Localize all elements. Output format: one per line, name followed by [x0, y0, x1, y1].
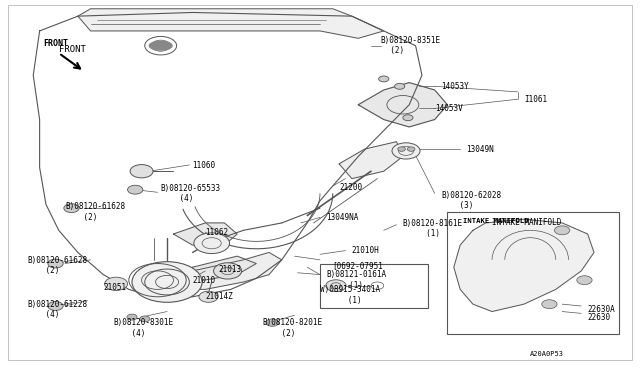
Text: B)08120-8201E
    (2): B)08120-8201E (2)	[262, 318, 323, 338]
Text: FRONT: FRONT	[59, 45, 86, 54]
Text: 21010: 21010	[193, 276, 216, 285]
Circle shape	[379, 76, 389, 82]
Text: 14053V: 14053V	[435, 104, 463, 113]
Polygon shape	[180, 253, 282, 289]
Text: 21013: 21013	[218, 264, 241, 273]
Text: B)08120-8351E
  (2): B)08120-8351E (2)	[381, 36, 441, 55]
Text: 14053Y: 14053Y	[441, 82, 469, 91]
Text: 21010H: 21010H	[352, 246, 380, 255]
Circle shape	[140, 316, 150, 322]
Circle shape	[326, 280, 346, 292]
Circle shape	[407, 147, 415, 151]
Circle shape	[48, 302, 63, 310]
Circle shape	[554, 226, 570, 235]
Circle shape	[64, 204, 79, 212]
Bar	[320, 263, 428, 308]
Text: 21014Z: 21014Z	[205, 292, 233, 301]
Text: INTAKE MANIFOLD: INTAKE MANIFOLD	[492, 218, 561, 227]
Text: B)08120-61228
    (4): B)08120-61228 (4)	[27, 300, 87, 320]
Text: 21200: 21200	[339, 183, 362, 192]
Text: [0692-07951: [0692-07951	[333, 261, 383, 270]
Text: B)08120-8161E
     (1): B)08120-8161E (1)	[403, 219, 463, 238]
Text: I1061: I1061	[524, 95, 547, 104]
Text: B)08120-8301E
    (4): B)08120-8301E (4)	[113, 318, 173, 338]
Text: 22630: 22630	[588, 312, 611, 321]
Bar	[447, 212, 620, 334]
Polygon shape	[358, 83, 447, 127]
Text: A20A0P53: A20A0P53	[531, 351, 564, 357]
Circle shape	[132, 262, 202, 302]
Text: 11062: 11062	[205, 228, 228, 237]
Text: 11060: 11060	[193, 161, 216, 170]
Circle shape	[104, 277, 127, 291]
Text: B)08120-61628
    (2): B)08120-61628 (2)	[27, 256, 87, 275]
Circle shape	[127, 314, 137, 320]
Circle shape	[541, 300, 557, 309]
Polygon shape	[193, 256, 256, 282]
Circle shape	[194, 233, 230, 254]
Circle shape	[48, 259, 63, 268]
Polygon shape	[33, 13, 422, 297]
Text: B)08120-61628
    (2): B)08120-61628 (2)	[65, 202, 125, 222]
Polygon shape	[149, 41, 172, 50]
Polygon shape	[78, 9, 384, 38]
Polygon shape	[339, 142, 403, 179]
Circle shape	[577, 276, 592, 285]
Text: 21051: 21051	[103, 283, 127, 292]
Text: 22630A: 22630A	[588, 305, 616, 314]
Circle shape	[394, 83, 404, 89]
Text: W)08915-3401A
      (1): W)08915-3401A (1)	[320, 285, 380, 305]
Polygon shape	[173, 223, 237, 245]
Text: B)08120-62028
    (3): B)08120-62028 (3)	[441, 191, 501, 211]
Circle shape	[199, 291, 218, 302]
Text: 13049NA: 13049NA	[326, 213, 359, 222]
Polygon shape	[454, 219, 594, 311]
Circle shape	[266, 319, 278, 326]
Circle shape	[403, 115, 413, 121]
Circle shape	[392, 143, 420, 159]
Circle shape	[214, 263, 242, 279]
Text: B)08121-0161A
     (1): B)08121-0161A (1)	[326, 270, 387, 290]
Text: B)08120-65533
    (4): B)08120-65533 (4)	[161, 184, 221, 203]
Text: FRONT: FRONT	[43, 39, 68, 48]
Text: 13049N: 13049N	[467, 145, 494, 154]
Text: INTAKE MANIFOLD: INTAKE MANIFOLD	[463, 218, 529, 224]
Circle shape	[130, 164, 153, 178]
Circle shape	[127, 185, 143, 194]
Circle shape	[397, 147, 405, 151]
